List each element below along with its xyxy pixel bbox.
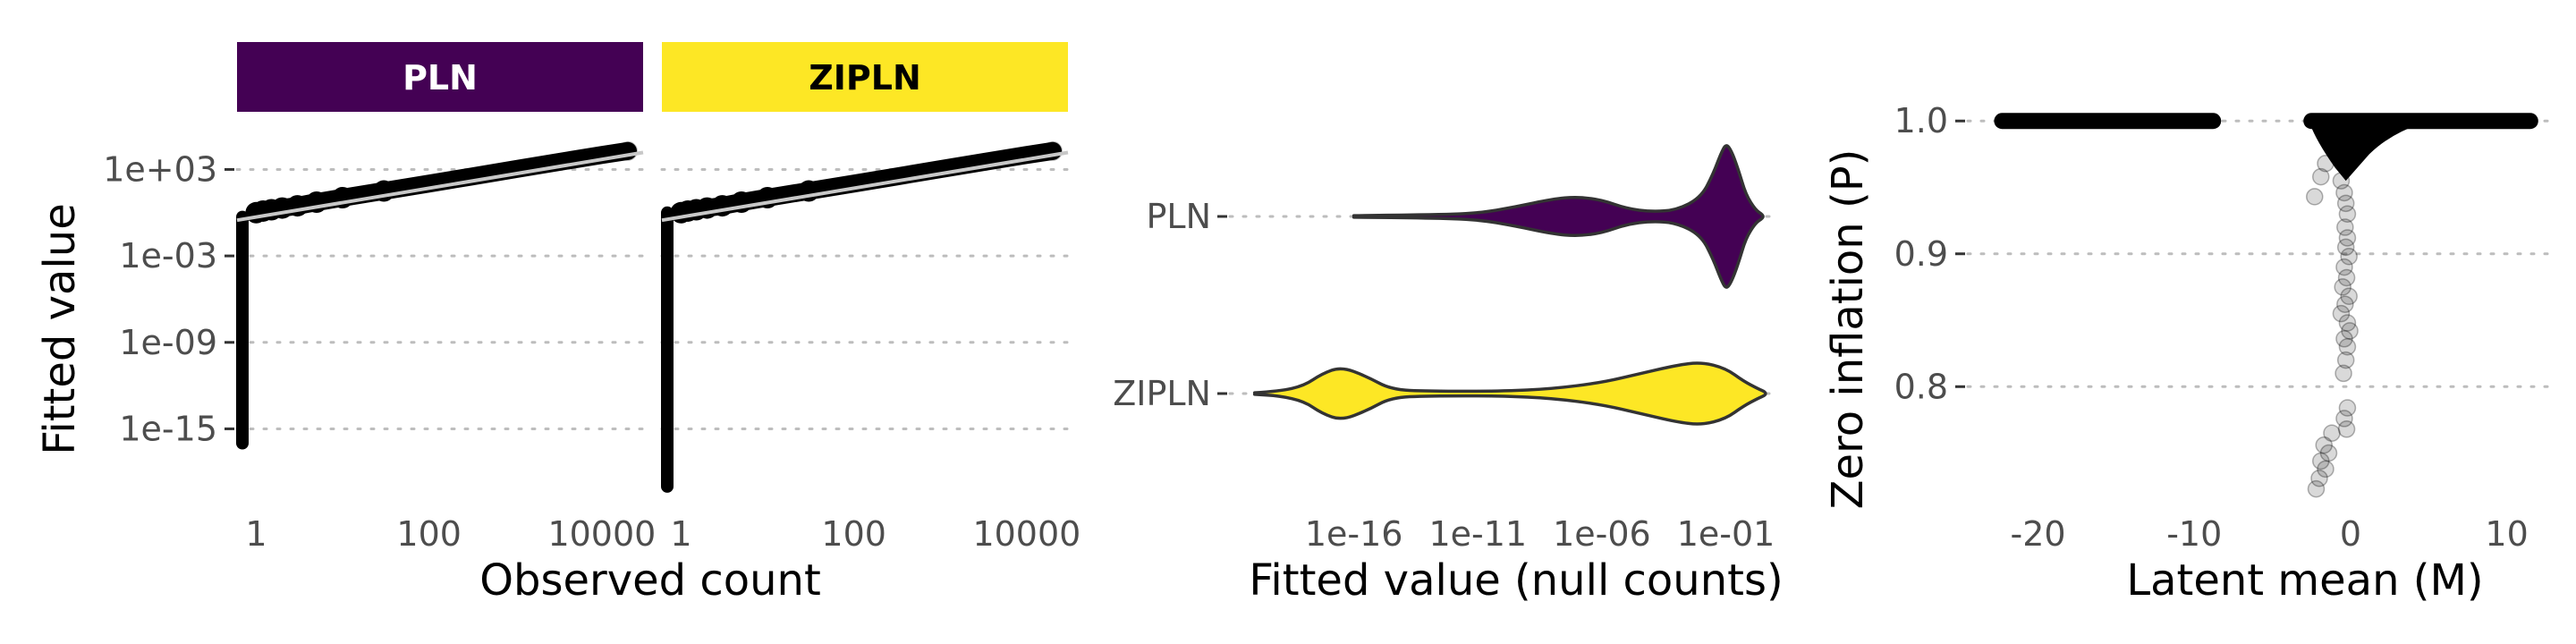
data-point	[2332, 304, 2351, 323]
data-point	[711, 195, 733, 217]
data-point	[2317, 460, 2334, 479]
data-point	[2336, 351, 2355, 369]
data-point	[286, 195, 309, 217]
data-point	[2337, 268, 2356, 287]
data-point	[2311, 167, 2330, 186]
panel-b-category-label: ZIPLN	[1113, 374, 1211, 413]
panel-b-category-label: PLN	[1146, 197, 1211, 236]
data-point	[2340, 287, 2358, 306]
panel-c-gridlines	[1966, 119, 2555, 388]
data-point	[2307, 479, 2326, 498]
data-point	[2337, 420, 2356, 438]
panel-a-x-tick-label: 1	[670, 514, 691, 554]
facet-pln-marks	[236, 140, 644, 450]
panel-a-x-tick-label: 10000	[972, 514, 1080, 554]
data-point	[2340, 247, 2358, 266]
data-point	[2336, 194, 2355, 213]
panel-a-y-tick-label: 1e-09	[119, 323, 217, 362]
data-point	[2338, 314, 2357, 332]
data-point	[2306, 188, 2324, 206]
panel-c-x-tick-label: -20	[2011, 514, 2066, 554]
panel-a-y-tick-label: 1e-15	[119, 409, 217, 448]
data-point	[2317, 155, 2334, 173]
data-point	[2332, 172, 2351, 190]
data-point	[2310, 470, 2328, 487]
data-point	[2334, 364, 2352, 383]
data-point	[2335, 330, 2353, 348]
panel-a-gridlines	[235, 167, 1070, 430]
facet-strip-pln	[237, 42, 643, 112]
data-point	[2335, 258, 2353, 276]
data-point	[2315, 436, 2333, 454]
data-point	[2336, 218, 2354, 236]
identity-line	[236, 150, 644, 223]
facet-strip-label-pln: PLN	[402, 58, 478, 97]
panel-a-x-tick-label: 1	[245, 514, 267, 554]
panel-a-x-tick-label: 100	[396, 514, 462, 554]
data-point	[2311, 452, 2330, 470]
data-point	[2338, 399, 2357, 417]
identity-line	[661, 150, 1069, 223]
panel-a: PLN ZIPLN 1e-15 1e-09 1e-03 1e+03 1 100 10000…	[35, 42, 1080, 606]
panel-c-x-tick-label: -10	[2166, 514, 2222, 554]
data-point	[2338, 229, 2357, 247]
panel-b-violins	[1252, 144, 1767, 426]
facet-strip-label-zipln: ZIPLN	[809, 58, 921, 97]
facet-strip-zipln	[662, 42, 1068, 112]
panel-a-x-tick-label: 10000	[547, 514, 656, 554]
panel-c-y-axis: 0.8 0.9 1.0	[1894, 101, 1965, 406]
panel-a-y-axis-title: Fitted value	[35, 203, 85, 454]
panel-c-y-tick-label: 1.0	[1894, 101, 1948, 140]
panel-a-x-axis-title: Observed count	[479, 555, 821, 606]
panel-a-x-axis: 1 100 10000 1 100 10000	[245, 514, 1080, 554]
panel-b-x-tick-label: 1e-06	[1553, 514, 1651, 554]
panel-b-y-axis: PLN ZIPLN	[1113, 197, 1227, 413]
panel-c-x-tick-label: 0	[2340, 514, 2361, 554]
data-point	[2341, 322, 2359, 340]
violin-zipln	[1252, 361, 1767, 426]
data-point	[2335, 410, 2353, 428]
violin-pln	[1352, 144, 1765, 289]
panel-a-y-tick-label: 1e+03	[103, 149, 217, 189]
point-cluster-funnel	[2309, 123, 2421, 182]
panel-b-x-axis: 1e-16 1e-11 1e-06 1e-01	[1305, 514, 1775, 554]
panel-a-y-tick-label: 1e-03	[119, 236, 217, 275]
panel-a-x-tick-label: 100	[821, 514, 886, 554]
panel-c-y-tick-label: 0.8	[1894, 367, 1948, 406]
panel-c-x-axis: -20 -10 0 10	[2011, 514, 2529, 554]
data-point	[2323, 424, 2341, 443]
panel-b-x-tick-label: 1e-01	[1677, 514, 1775, 554]
panel-b-x-tick-label: 1e-11	[1428, 514, 1527, 554]
data-point	[2338, 337, 2357, 356]
panel-c-x-axis-title: Latent mean (M)	[2126, 555, 2483, 606]
facet-zipln-marks	[661, 140, 1069, 493]
panel-c-marks	[1994, 113, 2538, 498]
panel-b: PLN ZIPLN 1e-16 1e-11 1e-06 1e-01 Fitted val…	[1113, 144, 1784, 606]
data-point	[2334, 278, 2351, 296]
data-point	[2336, 295, 2354, 313]
panel-c-y-tick-label: 0.9	[1894, 234, 1948, 274]
data-point	[2319, 444, 2338, 462]
panel-b-x-axis-title: Fitted value (null counts)	[1249, 555, 1783, 606]
data-point	[2335, 183, 2353, 202]
data-point	[2336, 238, 2355, 257]
panel-a-y-axis: 1e-15 1e-09 1e-03 1e+03	[103, 149, 234, 448]
panel-c: 0.8 0.9 1.0 -20 -10 0 10 Zero inflation (P) L…	[1823, 101, 2555, 606]
data-point	[2338, 205, 2357, 223]
panel-c-y-axis-title: Zero inflation (P)	[1823, 149, 1873, 510]
panel-b-x-tick-label: 1e-16	[1305, 514, 1403, 554]
panel-c-x-tick-label: 10	[2485, 514, 2528, 554]
